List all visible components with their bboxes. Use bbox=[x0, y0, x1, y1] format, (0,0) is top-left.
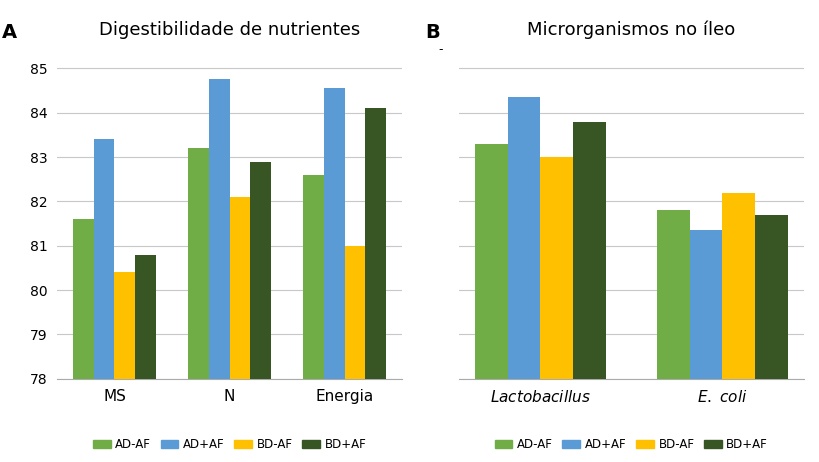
Bar bbox=[507, 97, 540, 462]
Bar bbox=[229, 197, 250, 462]
Bar bbox=[689, 230, 722, 462]
Bar bbox=[188, 148, 209, 462]
Title: Digestibilidade de nutrientes: Digestibilidade de nutrientes bbox=[99, 21, 360, 39]
Bar bbox=[474, 144, 507, 462]
Bar bbox=[540, 157, 572, 462]
Bar bbox=[303, 175, 324, 462]
Bar bbox=[572, 122, 605, 462]
Bar bbox=[115, 273, 135, 462]
Text: A: A bbox=[2, 23, 17, 42]
Bar bbox=[209, 79, 229, 462]
Bar bbox=[344, 246, 365, 462]
Bar bbox=[73, 219, 93, 462]
Bar bbox=[754, 215, 787, 462]
Bar bbox=[722, 193, 754, 462]
Text: -: - bbox=[438, 43, 442, 56]
Bar bbox=[656, 210, 689, 462]
Text: B: B bbox=[424, 23, 439, 42]
Legend: AD-AF, AD+AF, BD-AF, BD+AF: AD-AF, AD+AF, BD-AF, BD+AF bbox=[88, 434, 370, 456]
Bar bbox=[365, 108, 386, 462]
Bar bbox=[93, 140, 115, 462]
Title: Microrganismos no íleo: Microrganismos no íleo bbox=[527, 21, 735, 39]
Bar bbox=[324, 88, 344, 462]
Bar bbox=[250, 162, 271, 462]
Bar bbox=[135, 255, 156, 462]
Legend: AD-AF, AD+AF, BD-AF, BD+AF: AD-AF, AD+AF, BD-AF, BD+AF bbox=[490, 434, 771, 456]
